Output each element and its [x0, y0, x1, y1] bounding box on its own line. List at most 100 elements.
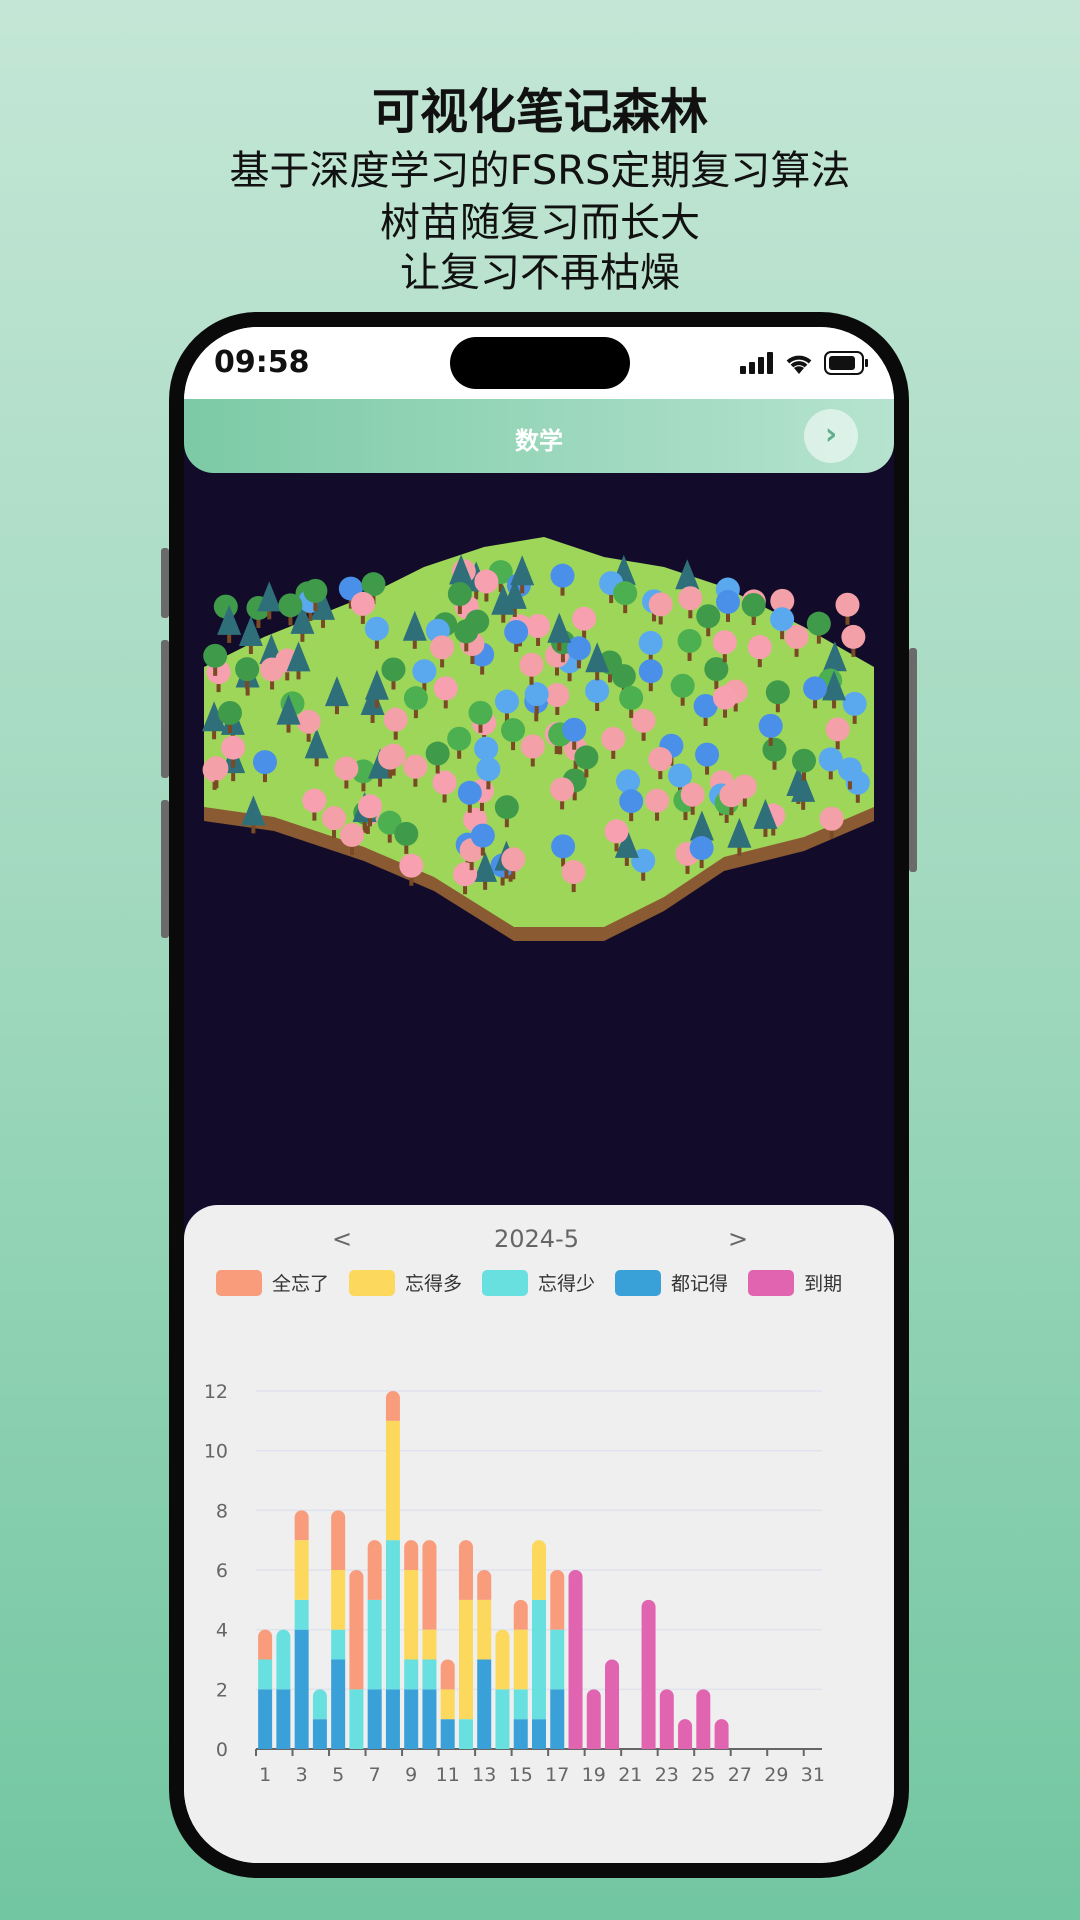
bar-segment [349, 1570, 364, 1690]
bar-segment [422, 1659, 437, 1690]
tree-icon [491, 584, 516, 623]
bar-segment [550, 1629, 565, 1690]
bar-segment [331, 1659, 346, 1749]
bar-segment [385, 1540, 400, 1690]
tree-icon [394, 821, 419, 854]
x-tick-label: 25 [691, 1764, 715, 1786]
legend-swatch [349, 1269, 396, 1296]
tree-icon [765, 680, 790, 713]
tree-icon [572, 606, 597, 639]
tree-icon [601, 726, 626, 759]
volume-down-button [161, 800, 169, 938]
tree-icon [383, 707, 408, 740]
bar-segment [385, 1420, 400, 1541]
legend-item[interactable]: 都记得 [615, 1269, 728, 1296]
tree-icon [473, 851, 498, 890]
bar-segment [440, 1689, 455, 1720]
wifi-icon [786, 355, 812, 374]
x-tick-label: 13 [472, 1764, 496, 1786]
tree-icon [204, 756, 229, 789]
tree-icon [645, 788, 670, 821]
tree-icon [613, 581, 638, 614]
tree-icon [257, 581, 282, 620]
x-tick-label: 1 [259, 1764, 271, 1786]
y-tick-label: 10 [204, 1441, 228, 1463]
bar-segment [532, 1719, 546, 1749]
y-tick-label: 12 [204, 1381, 228, 1403]
tree-icon [334, 756, 359, 789]
bar-segment [385, 1391, 400, 1421]
bar-segment [513, 1629, 528, 1690]
y-tick-label: 2 [216, 1679, 228, 1701]
tree-icon [403, 686, 428, 719]
bar-segment [367, 1540, 382, 1600]
tree-icon [837, 757, 862, 790]
legend-item[interactable]: 忘得少 [482, 1269, 595, 1296]
tree-icon [791, 771, 816, 810]
tree-icon [447, 726, 472, 759]
tree-icon [402, 610, 427, 649]
tree-icon [713, 685, 738, 718]
bar-segment [294, 1629, 309, 1749]
tree-icon [202, 701, 227, 740]
legend-item[interactable]: 到期 [748, 1269, 842, 1296]
tree-icon [447, 582, 472, 615]
bar-segment [294, 1540, 309, 1600]
tree-icon [520, 734, 545, 767]
bar-segment [312, 1719, 327, 1749]
tree-icon [693, 694, 718, 727]
next-month-button[interactable]: > [728, 1225, 749, 1253]
tree-icon [361, 572, 386, 605]
x-tick-label: 31 [801, 1764, 825, 1786]
tree-icon [696, 604, 721, 637]
prev-month-button[interactable]: < [332, 1225, 353, 1253]
bar-segment [331, 1510, 346, 1570]
tree-icon [648, 592, 673, 625]
legend-swatch [748, 1269, 795, 1296]
bar-segment [422, 1689, 437, 1749]
bar-segment [477, 1570, 492, 1600]
forest-map[interactable] [184, 507, 894, 1007]
tree-icon [631, 708, 656, 741]
tree-icon [818, 747, 843, 780]
bar-segment [458, 1719, 473, 1749]
y-tick-label: 8 [216, 1500, 228, 1522]
tree-icon [468, 700, 493, 733]
tree-icon [585, 642, 610, 681]
legend-item[interactable]: 忘得多 [349, 1269, 462, 1296]
bar-segment [422, 1540, 437, 1630]
signal-icon [740, 352, 773, 374]
tree-icon [364, 669, 389, 708]
next-subject-button[interactable]: › [804, 409, 858, 463]
tree-icon [585, 679, 610, 712]
bar-segment [714, 1719, 729, 1749]
status-bar: 09:58 [184, 327, 894, 399]
tree-icon [303, 578, 328, 611]
bar-segment [568, 1570, 583, 1749]
tree-icon [286, 641, 311, 680]
dynamic-island [450, 337, 630, 389]
bar-segment [495, 1629, 510, 1690]
legend-item[interactable]: 全忘了 [216, 1269, 329, 1296]
bar-segment [495, 1689, 510, 1749]
tree-icon [566, 636, 591, 669]
x-tick-label: 17 [545, 1764, 569, 1786]
tree-icon [716, 589, 741, 622]
bar-segment [367, 1689, 382, 1749]
tree-icon [561, 860, 586, 893]
status-time: 09:58 [214, 345, 310, 380]
tree-icon [241, 795, 266, 834]
bar-segment [422, 1629, 437, 1660]
tree-icon [762, 737, 787, 770]
tree-icon [819, 806, 844, 839]
tree-icon [619, 789, 644, 822]
y-tick-label: 6 [216, 1560, 228, 1582]
tree-icon [741, 593, 766, 626]
bar-segment [404, 1570, 419, 1660]
bar-segment [258, 1659, 273, 1690]
x-tick-label: 11 [436, 1764, 460, 1786]
bar-segment [513, 1599, 528, 1630]
tree-icon [510, 555, 535, 594]
power-button [909, 648, 917, 872]
